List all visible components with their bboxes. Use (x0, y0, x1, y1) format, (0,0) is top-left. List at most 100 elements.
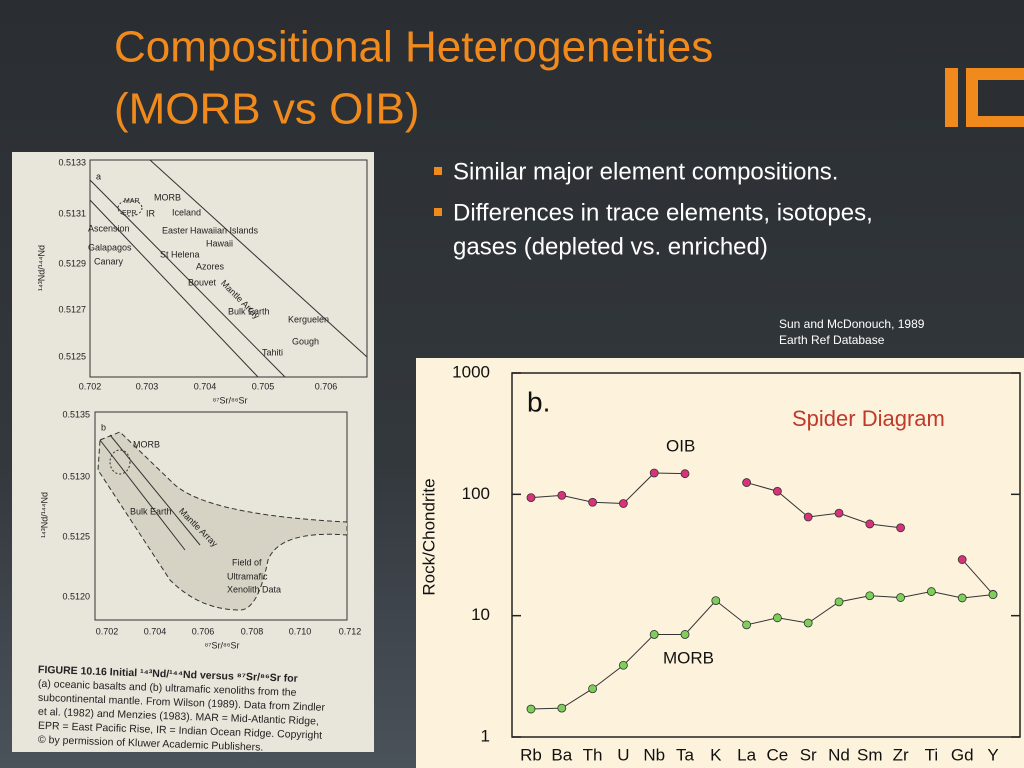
array-line (89, 179, 286, 378)
figure-text: 0.704 (194, 381, 217, 391)
figure-text: St Helena (160, 249, 200, 259)
figure-text: 0.704 (144, 626, 167, 636)
figure-text: 0.705 (252, 381, 275, 391)
data-point (711, 596, 721, 606)
data-point (865, 591, 875, 601)
panel-label: b. (527, 386, 550, 417)
morb-field (109, 449, 131, 475)
data-point (896, 523, 905, 533)
data-point (649, 468, 659, 478)
figure-paper (12, 152, 374, 752)
figure-text: Azores (196, 261, 225, 271)
y-tick-label: 1 (481, 726, 490, 745)
data-point (834, 508, 844, 518)
figure-text: ⁸⁷Sr/⁸⁶Sr (212, 395, 247, 405)
figure-text: ¹⁴³Nd/¹⁴⁴Nd (39, 492, 49, 538)
figure-text: 0.703 (136, 381, 159, 391)
array-line (89, 199, 259, 378)
figure-text: Tahiti (262, 347, 283, 357)
source: Earth Ref Database (779, 333, 885, 347)
data-point (557, 490, 567, 500)
title: (MORB vs OIB) (114, 85, 420, 134)
source: Sun and McDonouch, 1989 (779, 317, 925, 331)
figure-text: MAR (124, 198, 140, 205)
figure-text: Canary (94, 256, 124, 266)
x-tick-label: Sr (800, 745, 817, 764)
chart-title: Spider Diagram (792, 406, 945, 431)
series-label: MORB (663, 648, 714, 667)
figure-text: 0.5135 (62, 409, 90, 419)
figure-text: 0.5131 (58, 208, 86, 218)
figure-text: 0.712 (339, 626, 362, 636)
series-line (530, 472, 994, 595)
xenolith-field (97, 431, 348, 611)
figure-text: 0.710 (289, 626, 312, 636)
scanned-figure: 0.5133 0.5131 0.5129 0.5127 0.5125 0.702 0.703… (12, 152, 374, 754)
figure-text: Bulk Earth (228, 306, 270, 316)
data-point (927, 587, 936, 596)
data-point (865, 519, 875, 529)
x-tick-label: Rb (520, 745, 542, 764)
panel-frame (94, 411, 348, 621)
figure-text: MORB (133, 439, 160, 449)
figure-text: 0.5129 (58, 258, 86, 268)
y-axis-label: Rock/Chondrite (419, 478, 438, 595)
y-tick-label: 10 (471, 605, 490, 624)
title: Compositional Heterogeneities (114, 23, 713, 72)
bullet: gases (depleted vs. enriched) (453, 233, 768, 260)
data-point (619, 660, 628, 670)
figure-text: Galapagos (88, 242, 132, 252)
array-line (149, 159, 368, 358)
data-point (773, 613, 782, 623)
x-tick-label: Nd (828, 745, 850, 764)
bullet: Similar major element compositions. (453, 158, 838, 185)
figure-text: Field of (232, 557, 262, 567)
y-tick-label: 1000 (452, 362, 490, 381)
figure-text: 0.706 (192, 626, 215, 636)
figure-text: 0.706 (315, 381, 338, 391)
x-tick-label: U (617, 745, 629, 764)
figure-text: Bouvet (188, 277, 217, 287)
x-tick-label: Th (583, 745, 603, 764)
figure-text: 0.5130 (62, 471, 90, 481)
data-point (588, 497, 597, 507)
plot-frame (511, 372, 1021, 738)
figure-text: 0.5127 (58, 304, 86, 314)
data-point (649, 630, 659, 639)
data-point (834, 597, 844, 607)
figure-text: Easter (162, 225, 188, 235)
data-point (988, 590, 998, 600)
figure-text: 0.708 (241, 626, 264, 636)
figure-text: Iceland (172, 207, 201, 217)
figure-text: 0.702 (96, 626, 119, 636)
data-point (680, 630, 690, 639)
decoration (945, 68, 958, 127)
figure-text: Gough (292, 336, 319, 346)
data-point (803, 512, 813, 522)
bullet: Differences in trace elements, isotopes, (453, 199, 873, 226)
figure-text: 0.5125 (58, 351, 86, 361)
data-point (526, 493, 536, 502)
figure-text: 0.5125 (62, 531, 90, 541)
series-label: OIB (666, 436, 695, 455)
data-point (773, 486, 782, 496)
figure-text: 0.5120 (62, 591, 90, 601)
figure-text: IR (146, 208, 156, 218)
figure-text: MORB (154, 192, 181, 202)
figure-text: EPR (122, 210, 136, 217)
figure-text: Hawaiian Islands (190, 225, 259, 235)
figure-text: Hawaii (206, 238, 233, 248)
bullet-marker (434, 167, 442, 175)
morb-field (117, 199, 143, 217)
figure-text: Kerguelen (288, 314, 329, 324)
bullet-marker (434, 208, 442, 216)
data-point (526, 704, 536, 714)
figure-text: b (101, 422, 106, 432)
data-point (557, 703, 567, 713)
figure-text: ⁸⁷Sr/⁸⁶Sr (204, 640, 239, 650)
data-point (957, 555, 967, 564)
figure-text: ¹⁴³Nd/¹⁴⁴Nd (36, 245, 46, 291)
data-point (896, 593, 905, 602)
figure-text: Ultramafic (227, 571, 268, 581)
x-tick-label: Ta (676, 745, 695, 764)
